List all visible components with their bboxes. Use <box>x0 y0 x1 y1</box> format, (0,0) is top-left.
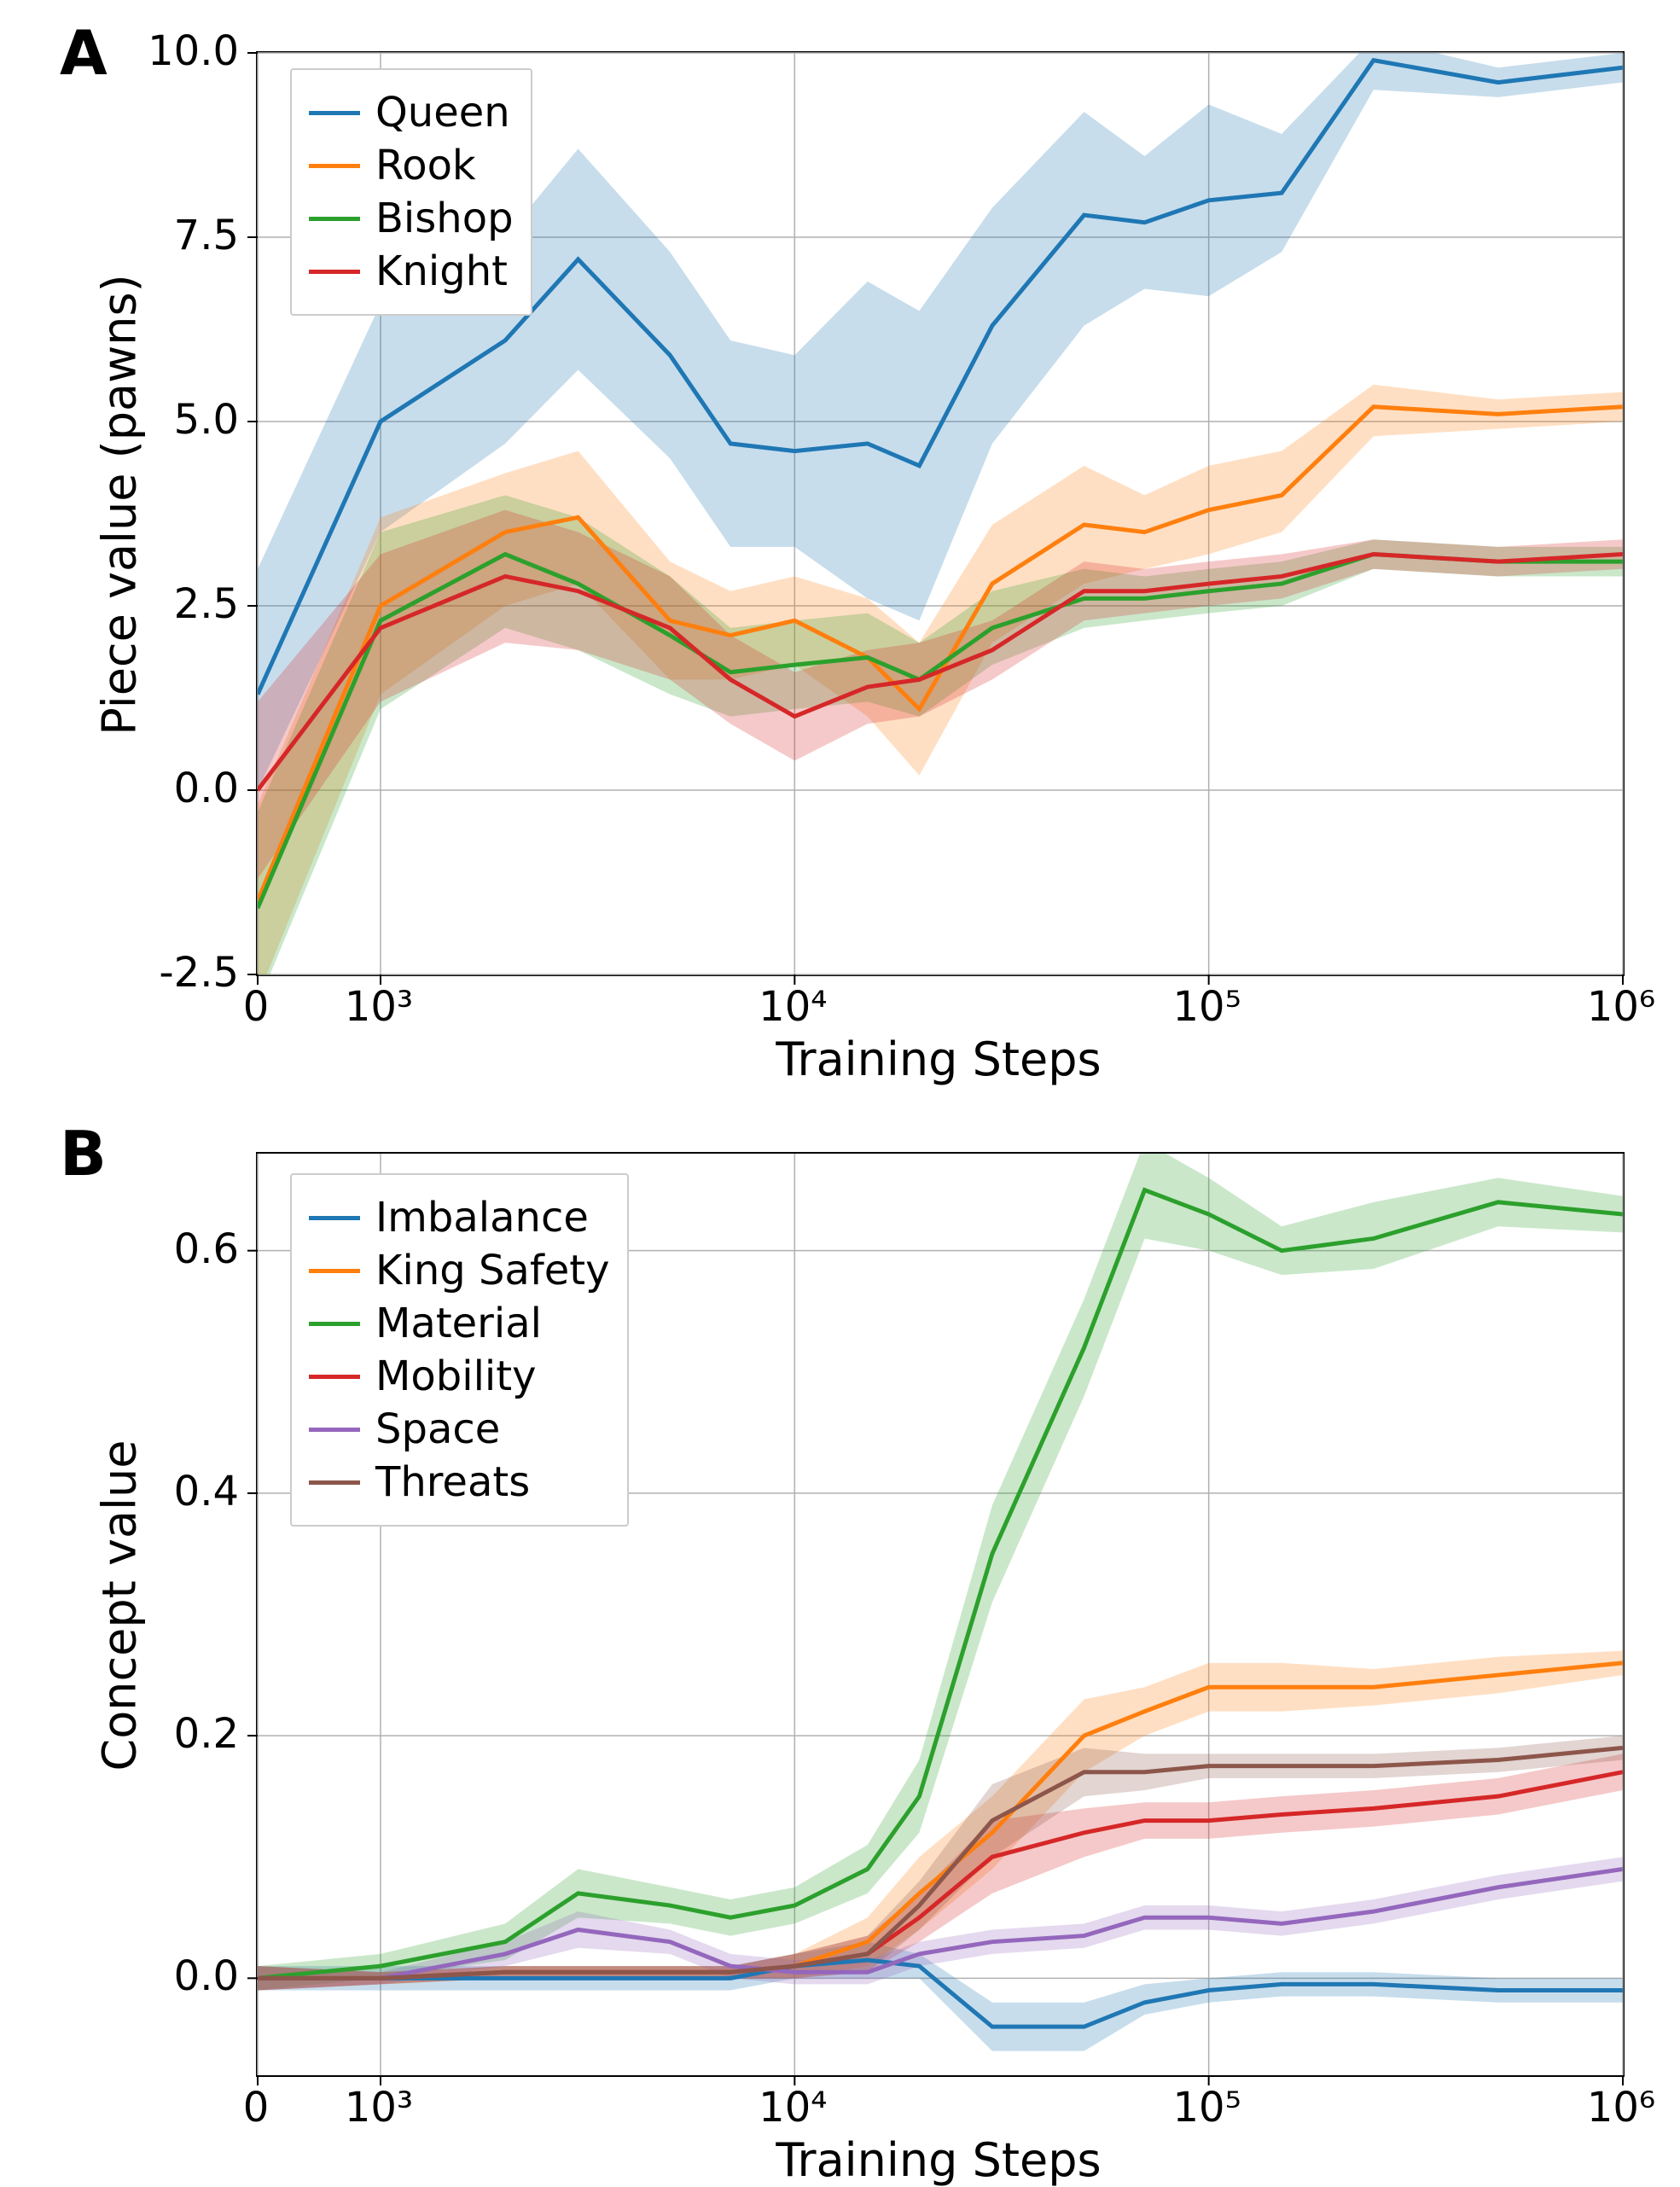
legend-item: Imbalance <box>309 1194 610 1242</box>
legend-swatch <box>309 1269 360 1273</box>
legend-swatch <box>309 217 360 221</box>
y-tick-label: 7.5 <box>128 212 239 259</box>
legend-swatch <box>309 270 360 274</box>
y-tick-label: 10.0 <box>128 27 239 75</box>
y-tick-label: 0.4 <box>128 1468 239 1515</box>
legend-item: Material <box>309 1300 610 1347</box>
legend-label: Threats <box>375 1458 530 1506</box>
x-tick-label: 10³ <box>319 2084 439 2132</box>
legend-swatch <box>309 1428 360 1432</box>
panel-b-ylabel: Concept value <box>93 1350 147 1862</box>
legend-swatch <box>309 1216 360 1220</box>
legend-item: King Safety <box>309 1247 610 1294</box>
legend-swatch <box>309 111 360 115</box>
panel-a-label: A <box>60 17 108 89</box>
legend-swatch <box>309 1480 360 1485</box>
panel-b-xlabel: Training Steps <box>256 2133 1621 2187</box>
x-tick-label: 10⁶ <box>1561 983 1680 1031</box>
x-tick-label: 10⁶ <box>1561 2084 1680 2132</box>
panel-a-ylabel: Piece value (pawns) <box>93 249 147 761</box>
panel-b-legend: Imbalance King Safety Material Mobility Spac… <box>290 1173 629 1527</box>
panel-a-xlabel: Training Steps <box>256 1032 1621 1086</box>
legend-label: Queen <box>375 89 510 137</box>
legend-swatch <box>309 1322 360 1326</box>
y-tick-label: 5.0 <box>128 396 239 444</box>
legend-label: Space <box>375 1405 500 1453</box>
x-tick-label: 10⁵ <box>1148 983 1267 1031</box>
panel-b-label: B <box>60 1118 107 1189</box>
legend-item: Rook <box>309 142 514 189</box>
legend-item: Space <box>309 1405 610 1453</box>
y-tick-label: 2.5 <box>128 580 239 628</box>
legend-label: King Safety <box>375 1247 610 1294</box>
y-tick-label: 0.6 <box>128 1225 239 1273</box>
legend-swatch <box>309 164 360 168</box>
y-tick-label: 0.0 <box>128 1952 239 2000</box>
x-tick-label: 10⁴ <box>733 2084 852 2132</box>
x-tick-label: 0 <box>196 983 316 1031</box>
legend-label: Imbalance <box>375 1194 589 1242</box>
y-tick-label: 0.2 <box>128 1710 239 1758</box>
legend-item: Threats <box>309 1458 610 1506</box>
legend-item: Bishop <box>309 195 514 242</box>
x-tick-label: 10³ <box>319 983 439 1031</box>
legend-label: Rook <box>375 142 476 189</box>
legend-item: Queen <box>309 89 514 137</box>
y-tick-label: 0.0 <box>128 765 239 812</box>
legend-label: Knight <box>375 247 508 295</box>
legend-label: Mobility <box>375 1352 536 1400</box>
legend-item: Mobility <box>309 1352 610 1400</box>
figure: A Piece value (pawns) Training Steps Que… <box>17 17 1663 2167</box>
legend-label: Bishop <box>375 195 514 242</box>
panel-a-legend: Queen Rook Bishop Knight <box>290 68 532 316</box>
x-tick-label: 10⁴ <box>733 983 852 1031</box>
legend-label: Material <box>375 1300 542 1347</box>
x-tick-label: 10⁵ <box>1148 2084 1267 2132</box>
x-tick-label: 0 <box>196 2084 316 2132</box>
legend-item: Knight <box>309 247 514 295</box>
legend-swatch <box>309 1375 360 1379</box>
